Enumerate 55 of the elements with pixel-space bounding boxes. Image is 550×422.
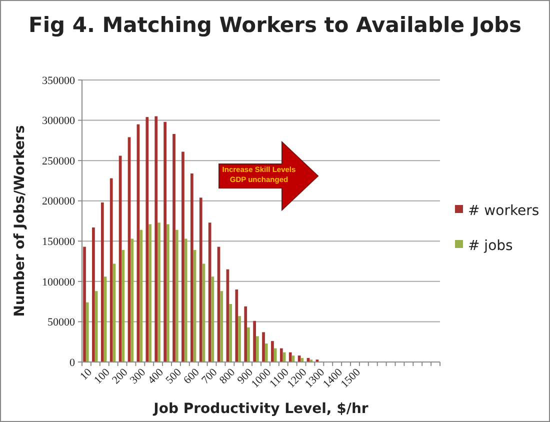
bar xyxy=(264,343,268,362)
bar xyxy=(175,230,178,362)
y-tick-label: 100000 xyxy=(42,276,76,288)
bar xyxy=(256,336,259,362)
bar xyxy=(110,178,113,362)
legend-label: # jobs xyxy=(468,238,513,254)
bar xyxy=(211,276,214,362)
bar xyxy=(235,289,238,362)
bar xyxy=(220,291,224,362)
x-tick-label: 400 xyxy=(146,366,166,387)
bar xyxy=(172,134,176,362)
bar xyxy=(244,306,248,362)
x-axis-title: Job Productivity Level, $/hr xyxy=(152,401,368,417)
bar xyxy=(199,198,202,362)
bar xyxy=(140,230,142,362)
legend-label: # workers xyxy=(468,202,540,219)
bar xyxy=(271,341,274,362)
chart-title: Fig 4. Matching Workers to Available Jobs xyxy=(28,13,522,37)
y-axis-title: Number of Jobs/Workers xyxy=(12,125,28,317)
bar xyxy=(253,320,256,362)
bar xyxy=(158,222,160,362)
bar xyxy=(83,246,86,362)
bar xyxy=(190,173,194,362)
bar xyxy=(164,122,166,362)
x-tick-label: 500 xyxy=(164,366,184,387)
bar xyxy=(92,227,95,362)
bar xyxy=(300,358,304,362)
x-tick-label: 10 xyxy=(78,366,95,383)
bar xyxy=(262,332,265,362)
bar xyxy=(94,291,98,362)
y-tick-label: 350000 xyxy=(42,74,76,87)
x-tick-label: 300 xyxy=(128,366,148,387)
x-tick-label: 800 xyxy=(217,366,238,387)
bar xyxy=(86,302,89,362)
y-tick-label: 50000 xyxy=(48,316,76,329)
y-tick-label: 250000 xyxy=(42,155,76,168)
y-tick-label: 150000 xyxy=(42,236,76,248)
bar xyxy=(146,117,149,362)
bar xyxy=(238,316,241,362)
bar xyxy=(182,152,184,362)
y-tick-label: 300000 xyxy=(42,115,76,128)
bar xyxy=(229,304,232,362)
bar xyxy=(280,348,283,362)
bar xyxy=(130,238,134,362)
bar xyxy=(148,224,152,362)
bar xyxy=(247,327,250,362)
bar xyxy=(154,116,158,362)
bar xyxy=(100,202,104,362)
y-tick-label: 0 xyxy=(70,356,76,369)
bar xyxy=(184,238,188,362)
bar xyxy=(166,224,170,362)
y-tick-label: 200000 xyxy=(42,196,76,208)
bar xyxy=(122,250,125,362)
bar xyxy=(274,348,277,362)
bar xyxy=(288,352,292,362)
